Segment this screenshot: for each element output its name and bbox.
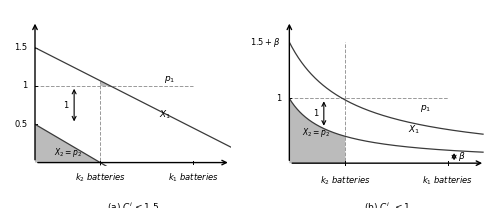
Text: $p_1$: $p_1$ — [420, 103, 431, 114]
Polygon shape — [100, 81, 110, 86]
Text: 1.5: 1.5 — [14, 43, 28, 52]
Text: (b) $C_\mathrm{m}^i < 1$: (b) $C_\mathrm{m}^i < 1$ — [364, 200, 410, 208]
Text: $X_1$: $X_1$ — [408, 123, 420, 136]
Text: 0.5: 0.5 — [14, 120, 28, 129]
Polygon shape — [35, 124, 100, 163]
Text: $k_1$ batteries: $k_1$ batteries — [168, 172, 219, 184]
Text: 1: 1 — [276, 94, 281, 103]
Text: 1: 1 — [313, 109, 318, 118]
Polygon shape — [290, 98, 345, 163]
Text: $k_1$ batteries: $k_1$ batteries — [422, 174, 473, 187]
Text: $p_1$: $p_1$ — [164, 74, 175, 85]
Text: $\beta$: $\beta$ — [458, 150, 466, 163]
Text: $1.5 + \beta$: $1.5 + \beta$ — [250, 36, 281, 49]
Text: $X_1$: $X_1$ — [160, 109, 172, 121]
Text: $k_2$ batteries: $k_2$ batteries — [75, 172, 126, 184]
Text: 1: 1 — [64, 101, 68, 110]
Text: $X_2 = p_2$: $X_2 = p_2$ — [302, 126, 330, 139]
Text: (a) $C_1^i < 1.5$: (a) $C_1^i < 1.5$ — [106, 200, 159, 208]
Text: 1: 1 — [22, 82, 28, 90]
Text: $k_2$ batteries: $k_2$ batteries — [320, 174, 370, 187]
Text: $X_2 = p_2$: $X_2 = p_2$ — [54, 146, 82, 159]
